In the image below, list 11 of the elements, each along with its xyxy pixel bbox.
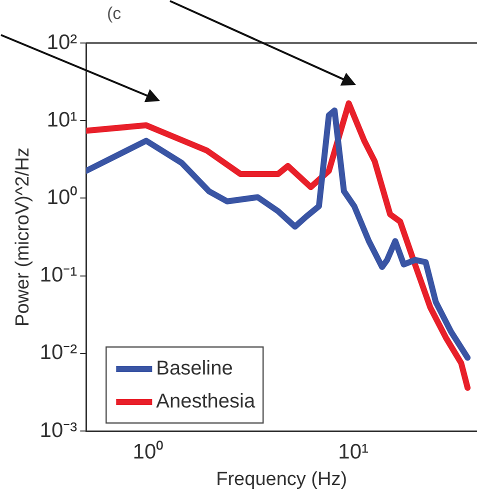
y-tick-label: 10⁻³ — [40, 418, 78, 442]
y-tick-label: 10⁻² — [40, 341, 78, 364]
y-tick-label: 10⁻¹ — [40, 264, 78, 287]
text: (c — [107, 4, 122, 24]
y-tick-label: 10¹ — [46, 108, 78, 132]
legend-label: Anesthesia — [156, 390, 256, 413]
legend-label: Baseline — [156, 358, 233, 380]
y-tick-label: 10⁰ — [46, 186, 78, 209]
y-axis-title: Power (microV)^2/Hz — [12, 148, 34, 326]
x-axis-title: Frequency (Hz) — [216, 468, 348, 490]
y-tick-label: 10² — [46, 30, 78, 54]
